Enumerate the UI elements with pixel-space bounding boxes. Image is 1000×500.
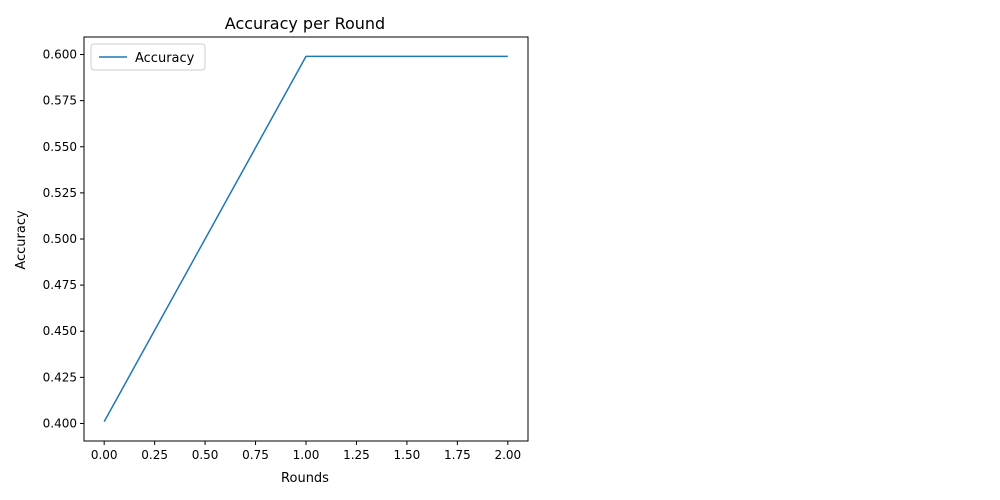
- legend-box: [90, 43, 206, 71]
- x-tick-label: 1.00: [293, 448, 320, 462]
- legend: Accuracy: [90, 43, 206, 71]
- y-tick-label: 0.400: [43, 416, 77, 430]
- x-tick-label: 2.00: [494, 448, 521, 462]
- x-tick-label: 0.00: [91, 448, 118, 462]
- x-tick-label: 1.25: [343, 448, 370, 462]
- y-tick-label: 0.475: [43, 278, 77, 292]
- legend-label: Accuracy: [135, 51, 195, 66]
- series-layer: [103, 55, 508, 422]
- y-tick-label: 0.525: [43, 186, 77, 200]
- x-axis-label: Rounds: [281, 471, 329, 486]
- y-tick-label: 0.450: [43, 324, 77, 338]
- x-tick-label: 1.75: [444, 448, 471, 462]
- y-tick-label: 0.575: [43, 94, 77, 108]
- x-tick-label: 0.50: [192, 448, 219, 462]
- x-tick-label: 0.25: [141, 448, 168, 462]
- chart-title: Accuracy per Round: [225, 14, 385, 33]
- y-axis-label: Accuracy: [14, 210, 29, 270]
- plot-area: 0.00 0.25 0.50 0.75 1.00 1.25 1.50 1.75 2.00 0.4…: [43, 36, 529, 462]
- y-axis: 0.400 0.425 0.450 0.475 0.500 0.525 0.550 0.575…: [43, 48, 84, 430]
- series-line-accuracy: [103, 55, 508, 422]
- y-tick-label: 0.600: [43, 48, 77, 62]
- y-tick-label: 0.550: [43, 140, 77, 154]
- x-axis: 0.00 0.25 0.50 0.75 1.00 1.25 1.50 1.75 2.00: [91, 441, 521, 462]
- x-tick-label: 1.50: [394, 448, 421, 462]
- x-tick-label: 0.75: [242, 448, 269, 462]
- y-tick-label: 0.500: [43, 232, 77, 246]
- y-tick-label: 0.425: [43, 370, 77, 384]
